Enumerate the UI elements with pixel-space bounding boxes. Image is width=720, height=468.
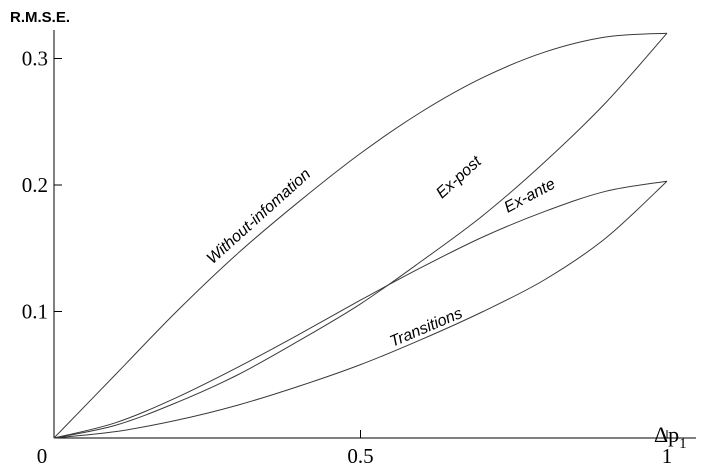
- y-tick-label: 0.1: [22, 300, 48, 324]
- y-tick-label: 0.2: [22, 173, 48, 197]
- curve-label-without-infomation: Without-infomation: [204, 166, 314, 268]
- x-axis-label-sub: 1: [679, 436, 687, 452]
- series-curves: [53, 32, 668, 439]
- curve-label-ex-ante: Ex-ante: [502, 176, 559, 217]
- series-line-transitions: [53, 180, 668, 439]
- curve-label-transitions: Transitions: [387, 305, 465, 351]
- y-tick-label: 0.3: [22, 47, 48, 71]
- x-tick-label: 0: [37, 444, 48, 468]
- curve-labels: Without-infomation Ex-post Ex-ante Transiti…: [204, 153, 559, 351]
- x-tick-label: 1: [662, 444, 673, 468]
- x-axis-label-main: Δp: [654, 422, 679, 447]
- y-ticks: 0.1 0.2 0.3: [22, 47, 62, 324]
- x-axis-label: Δp1: [654, 422, 687, 452]
- y-axis-label: R.M.S.E.: [10, 9, 70, 26]
- series-line-ex-ante: [53, 180, 668, 439]
- x-tick-label: 0.5: [347, 444, 373, 468]
- curve-label-ex-post: Ex-post: [433, 153, 485, 202]
- series-line-without-infomation: [53, 32, 668, 439]
- x-ticks: 0 0.5 1: [37, 430, 673, 468]
- series-line-ex-post: [53, 32, 668, 439]
